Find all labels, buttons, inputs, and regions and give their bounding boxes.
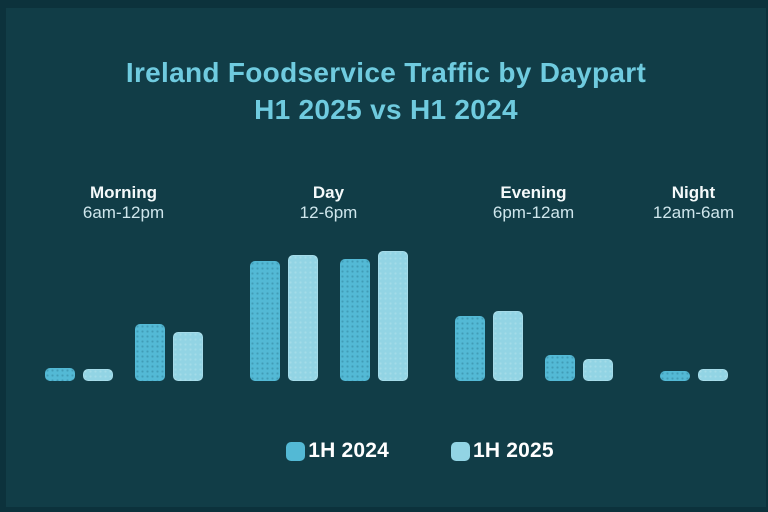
daypart-bars	[44, 251, 203, 381]
legend: 1H 2024 1H 2025	[40, 439, 768, 463]
bar-1h2024	[659, 370, 690, 381]
legend-label: 1H 2024	[308, 439, 389, 462]
daypart-label-block: Morning 6am-12pm	[83, 183, 164, 223]
daypart-label-block: Day 12-6pm	[300, 183, 358, 223]
daypart-time-range: 6pm-12am	[492, 203, 575, 222]
bar-1h2025	[172, 331, 203, 381]
daypart-bars	[659, 251, 728, 381]
daypart-label-block: Evening 6pm-12am	[493, 183, 574, 223]
bar-pair-1	[249, 251, 318, 381]
bar-1h2024	[134, 323, 165, 381]
bar-1h2025	[492, 310, 523, 381]
legend-label: 1H 2025	[473, 439, 554, 462]
daypart-group-evening: Evening 6pm-12am	[454, 183, 613, 381]
daypart-group-morning: Morning 6am-12pm	[44, 183, 203, 381]
bar-1h2024	[339, 258, 370, 381]
chart-title-line2: H1 2025 vs H1 2024	[254, 94, 518, 125]
daypart-time-range: 12am-6am	[652, 203, 735, 222]
bar-pair-2	[544, 251, 613, 381]
chart-canvas: Ireland Foodservice Traffic by Daypart H…	[6, 8, 766, 507]
daypart-bars	[454, 251, 613, 381]
chart-title-line1: Ireland Foodservice Traffic by Daypart	[125, 57, 647, 88]
chart-groups: Morning 6am-12pm Day 12-6pm Evening 6pm-12am N…	[6, 183, 766, 381]
bar-pair-1	[659, 251, 728, 381]
daypart-name: Night	[671, 183, 716, 202]
daypart-name: Day	[312, 183, 345, 202]
bar-1h2024	[454, 316, 485, 381]
bar-1h2025	[287, 254, 318, 381]
legend-swatch	[286, 441, 306, 461]
bar-1h2025	[82, 369, 113, 381]
bar-1h2024	[44, 368, 75, 381]
legend-item-1h2024: 1H 2024	[286, 439, 389, 463]
daypart-group-day: Day 12-6pm	[249, 183, 408, 381]
bar-1h2025	[697, 369, 728, 381]
bar-pair-2	[134, 251, 203, 381]
bar-1h2024	[249, 261, 280, 381]
daypart-name: Evening	[500, 183, 567, 202]
legend-swatch	[451, 441, 470, 461]
bar-pair-1	[454, 251, 523, 381]
bar-pair-1	[44, 251, 113, 381]
daypart-bars	[249, 251, 408, 381]
chart-title: Ireland Foodservice Traffic by Daypart H…	[6, 8, 766, 128]
bar-pair-2	[339, 251, 408, 381]
daypart-name: Morning	[89, 183, 158, 202]
bar-1h2025	[377, 251, 408, 381]
bar-1h2024	[544, 355, 575, 381]
daypart-time-range: 12-6pm	[299, 203, 358, 222]
daypart-time-range: 6am-12pm	[82, 203, 165, 222]
daypart-group-night: Night 12am-6am	[653, 183, 734, 381]
daypart-label-block: Night 12am-6am	[653, 183, 734, 223]
legend-item-1h2025: 1H 2025	[451, 439, 554, 463]
bar-1h2025	[582, 358, 613, 381]
